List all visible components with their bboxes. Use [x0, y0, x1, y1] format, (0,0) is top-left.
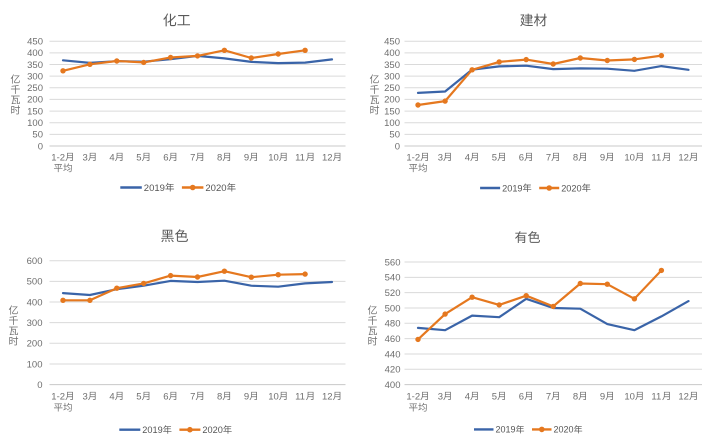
svg-text:600: 600: [27, 256, 43, 267]
svg-text:200: 200: [27, 95, 43, 106]
svg-text:400: 400: [385, 380, 401, 391]
svg-text:10: 10: [268, 391, 279, 402]
svg-text:2019: 2019: [502, 183, 522, 193]
svg-text:150: 150: [27, 106, 43, 117]
svg-text:6: 6: [163, 391, 168, 402]
svg-text:5: 5: [136, 391, 141, 402]
svg-text:400: 400: [27, 48, 43, 59]
svg-text:6: 6: [519, 391, 524, 402]
svg-text:1-2: 1-2: [51, 152, 65, 163]
svg-text:460: 460: [385, 334, 401, 345]
svg-text:2020: 2020: [205, 183, 226, 194]
svg-text:12: 12: [322, 152, 333, 163]
svg-text:3: 3: [83, 152, 88, 163]
svg-text:11: 11: [651, 152, 661, 163]
svg-text:2020: 2020: [554, 425, 574, 435]
svg-text:420: 420: [385, 365, 401, 376]
svg-text:9: 9: [600, 391, 605, 402]
svg-text:250: 250: [27, 83, 43, 94]
svg-text:250: 250: [384, 83, 400, 94]
svg-text:1-2: 1-2: [406, 391, 420, 402]
svg-text:350: 350: [384, 60, 400, 71]
svg-text:8: 8: [217, 391, 222, 402]
svg-text:8: 8: [217, 152, 222, 163]
svg-text:300: 300: [27, 71, 43, 82]
svg-text:3: 3: [83, 391, 88, 402]
svg-text:4: 4: [465, 152, 470, 163]
svg-text:12: 12: [678, 391, 689, 402]
svg-text:7: 7: [190, 391, 195, 402]
svg-text:400: 400: [27, 297, 43, 308]
svg-text:5: 5: [492, 391, 497, 402]
svg-text:100: 100: [384, 118, 400, 129]
svg-text:6: 6: [519, 152, 524, 163]
svg-text:7: 7: [190, 152, 195, 163]
svg-text:10: 10: [268, 152, 279, 163]
svg-text:520: 520: [385, 288, 401, 299]
svg-text:400: 400: [384, 48, 400, 59]
svg-text:5: 5: [136, 152, 141, 163]
svg-text:2020: 2020: [202, 425, 222, 435]
svg-text:150: 150: [384, 106, 400, 117]
svg-text:12: 12: [678, 152, 689, 163]
svg-text:300: 300: [384, 71, 400, 82]
svg-text:540: 540: [385, 273, 401, 284]
svg-text:9: 9: [244, 152, 249, 163]
svg-text:0: 0: [395, 141, 400, 152]
svg-text:3: 3: [438, 152, 443, 163]
svg-text:50: 50: [32, 130, 43, 141]
svg-text:7: 7: [546, 391, 551, 402]
svg-text:440: 440: [385, 349, 401, 360]
svg-text:200: 200: [27, 339, 43, 350]
svg-text:4: 4: [465, 391, 470, 402]
svg-text:10: 10: [624, 152, 635, 163]
svg-text:9: 9: [244, 391, 249, 402]
svg-text:11: 11: [295, 152, 305, 163]
svg-text:0: 0: [38, 141, 43, 152]
svg-text:50: 50: [389, 130, 400, 141]
svg-text:450: 450: [27, 37, 43, 48]
svg-text:11: 11: [651, 391, 661, 402]
svg-text:6: 6: [163, 152, 168, 163]
svg-text:300: 300: [27, 318, 43, 329]
svg-text:1-2: 1-2: [406, 152, 420, 163]
svg-text:500: 500: [27, 277, 43, 288]
svg-text:4: 4: [109, 391, 114, 402]
svg-text:500: 500: [385, 303, 401, 314]
svg-text:12: 12: [322, 391, 333, 402]
svg-text:1-2: 1-2: [51, 391, 65, 402]
svg-text:8: 8: [573, 152, 578, 163]
svg-text:2019: 2019: [496, 425, 516, 435]
svg-text:100: 100: [27, 118, 43, 129]
svg-text:200: 200: [384, 95, 400, 106]
svg-text:450: 450: [384, 37, 400, 48]
svg-text:8: 8: [573, 391, 578, 402]
svg-text:100: 100: [27, 359, 43, 370]
svg-text:4: 4: [109, 152, 114, 163]
svg-text:350: 350: [27, 60, 43, 71]
svg-text:5: 5: [492, 152, 497, 163]
svg-text:7: 7: [546, 152, 551, 163]
svg-text:0: 0: [37, 380, 42, 391]
svg-text:560: 560: [385, 257, 401, 268]
svg-text:2019: 2019: [142, 425, 162, 435]
svg-text:9: 9: [600, 152, 605, 163]
svg-text:2020: 2020: [561, 183, 581, 193]
svg-text:11: 11: [295, 391, 305, 402]
svg-text:480: 480: [385, 319, 401, 330]
svg-text:2019: 2019: [144, 183, 165, 194]
svg-text:3: 3: [438, 391, 443, 402]
svg-text:10: 10: [624, 391, 635, 402]
